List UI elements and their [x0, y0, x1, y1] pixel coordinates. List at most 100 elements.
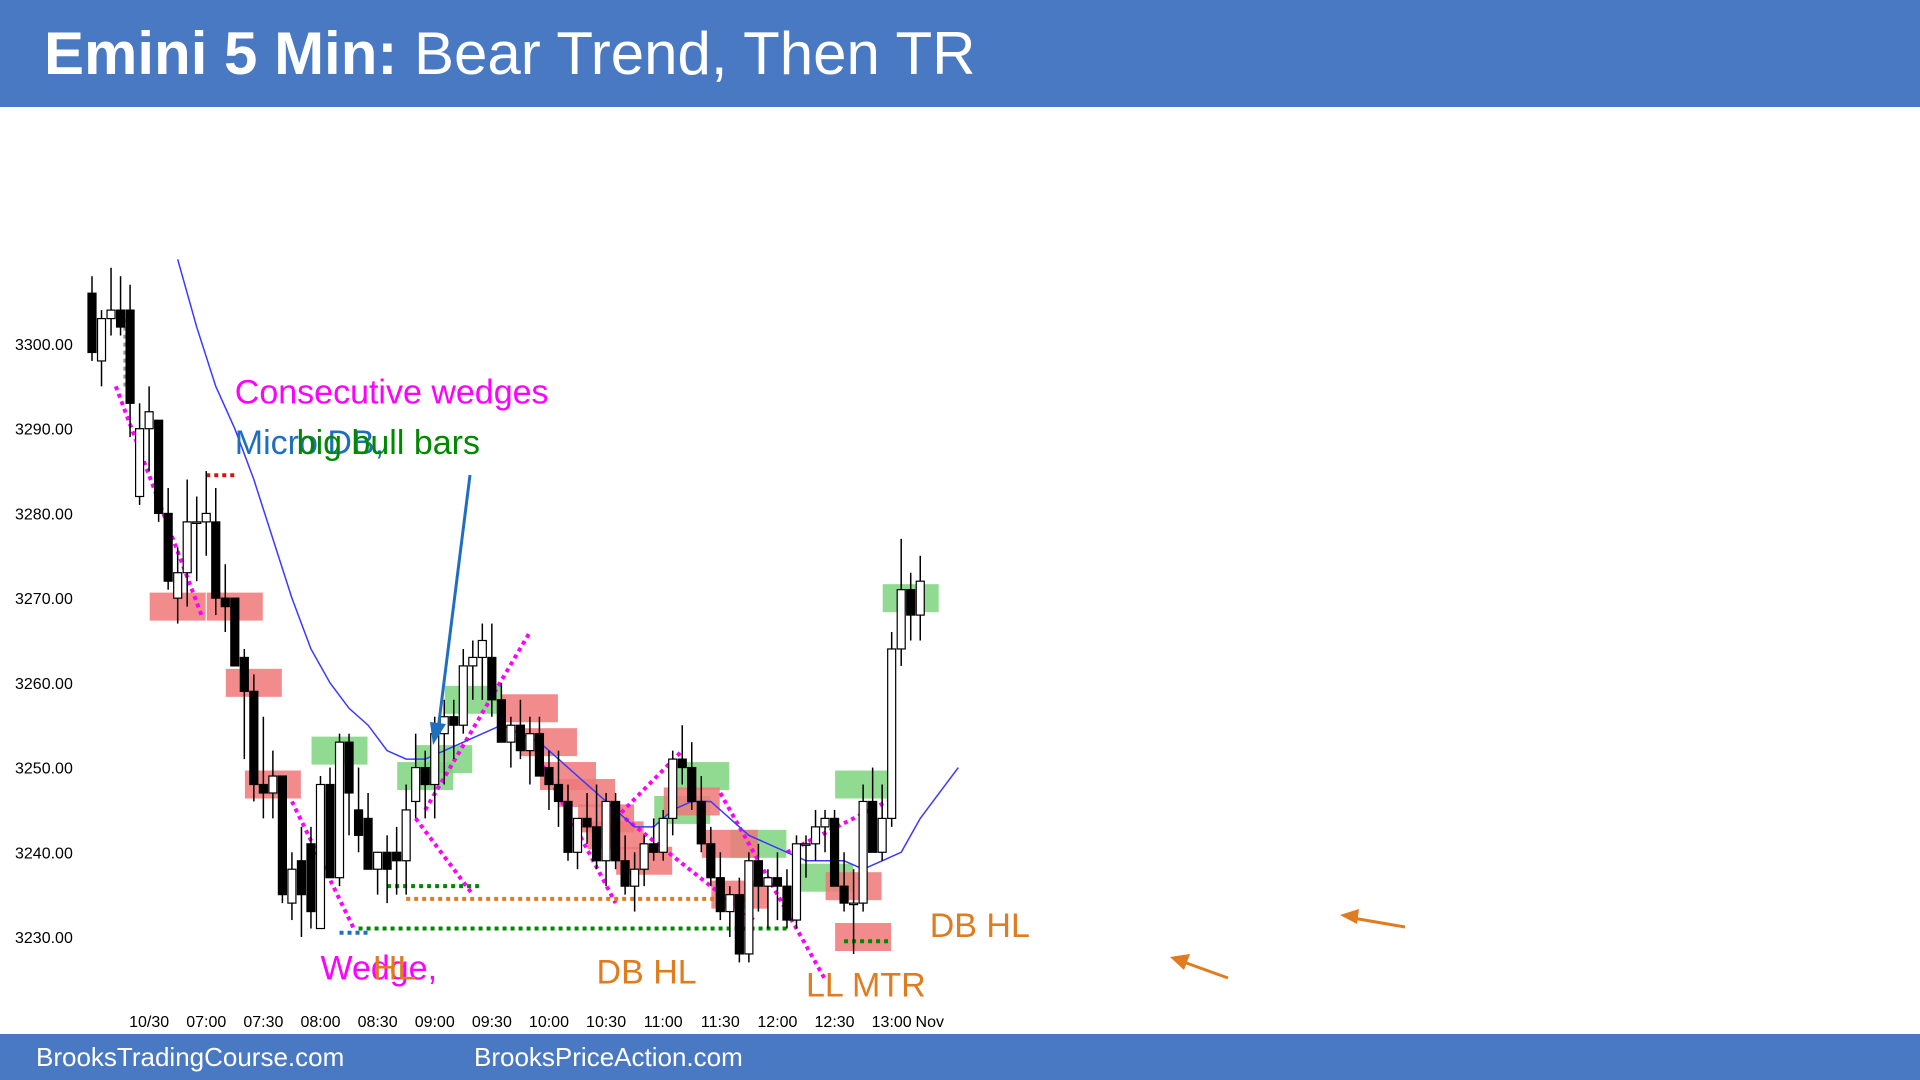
y-tick-label-1: 3240.00	[15, 845, 73, 862]
candle-body-77	[820, 817, 830, 828]
x-tick-label-1: 07:00	[186, 1014, 226, 1031]
candle-body-53	[591, 826, 602, 862]
candle-body-74	[791, 843, 802, 921]
candle-body-65	[706, 843, 716, 879]
y-tick-label-2: 3250.00	[15, 761, 73, 778]
candlestick-chart: 3230.00 3240.00 3250.00 3260.00 3270.00 3280.…	[15, 259, 1406, 1031]
candle-body-16	[239, 656, 249, 692]
candle-body-81	[858, 800, 868, 904]
candle-body-23	[306, 843, 316, 913]
candle-body-87	[915, 580, 925, 616]
candle-body-40	[468, 656, 478, 667]
candle-body-82	[868, 800, 878, 853]
candle-body-68	[734, 894, 744, 955]
candle-body-26	[334, 741, 345, 879]
candle-body-75	[801, 843, 811, 846]
candle-body-42	[487, 656, 497, 701]
candle-body-10	[182, 521, 192, 574]
dotted-line-2	[414, 817, 475, 896]
x-tick-label-5: 09:00	[415, 1014, 455, 1031]
candle-body-67	[725, 894, 735, 913]
candle-body-15	[230, 597, 240, 667]
candle-body-76	[810, 826, 821, 845]
candle-body-11	[192, 521, 202, 525]
candle-body-39	[458, 665, 468, 726]
candle-body-7	[154, 419, 164, 515]
candle-body-51	[572, 817, 583, 853]
candle-body-27	[344, 741, 354, 794]
candle-body-78	[829, 817, 840, 887]
candle-body-56	[620, 860, 630, 887]
candle-body-12	[201, 512, 211, 523]
candle-body-61	[668, 758, 678, 819]
annotation-2: big bull bars	[297, 424, 480, 462]
annotation-1: Micro DB,	[235, 424, 384, 462]
candle-body-58	[639, 843, 649, 870]
title-rest: Bear Trend, Then TR	[397, 20, 976, 87]
footer-left-link[interactable]: BrooksTradingCourse.com	[36, 1042, 345, 1072]
x-tick-label-12: 12:30	[815, 1014, 855, 1031]
x-tick-label-6: 09:30	[472, 1014, 512, 1031]
candle-body-35	[420, 766, 430, 786]
ema-line	[176, 259, 959, 871]
footer-right-link[interactable]: BrooksPriceAction.com	[474, 1042, 743, 1072]
candle-body-84	[887, 648, 897, 820]
x-tick-label-8: 10:30	[586, 1014, 626, 1031]
candle-body-6	[144, 411, 154, 430]
candle-body-59	[649, 843, 659, 853]
candle-body-29	[363, 817, 373, 870]
candle-body-47	[534, 733, 545, 777]
annotation-5: DB HL	[597, 954, 697, 992]
candle-body-14	[220, 597, 230, 608]
candle-body-54	[601, 800, 611, 862]
candle-body-17	[249, 690, 259, 786]
annotation-7: DB HL	[930, 907, 1030, 945]
y-tick-label-3: 3260.00	[15, 676, 73, 693]
candle-body-5	[135, 428, 145, 498]
x-tick-label-14: Nov	[916, 1014, 944, 1031]
candle-body-80	[848, 902, 859, 906]
y-tick-label-6: 3290.00	[15, 422, 73, 439]
x-tick-label-0: 10/30	[129, 1014, 169, 1031]
candle-body-66	[715, 877, 725, 913]
x-tick-label-4: 08:30	[358, 1014, 398, 1031]
candle-body-83	[877, 817, 887, 853]
candle-body-73	[782, 885, 792, 921]
ll-mtr-arrow-head	[1170, 954, 1190, 970]
x-tick-label-9: 11:00	[644, 1014, 683, 1031]
candle-body-8	[163, 512, 173, 582]
candle-body-2	[106, 309, 116, 320]
annotation-4: HL	[373, 949, 416, 987]
title-bar: Emini 5 Min: Bear Trend, Then TR	[0, 0, 1920, 107]
x-tick-label-11: 12:00	[757, 1014, 797, 1031]
candle-body-18	[258, 783, 268, 794]
y-tick-label-7: 3300.00	[15, 337, 73, 354]
candle-body-21	[287, 868, 297, 904]
candle-body-20	[277, 775, 287, 896]
x-tick-label-3: 08:00	[300, 1014, 340, 1031]
candle-body-57	[630, 868, 640, 887]
candle-body-1	[96, 317, 107, 362]
candle-body-48	[544, 766, 554, 786]
candle-body-72	[772, 877, 783, 887]
candle-body-3	[115, 309, 126, 328]
candle-body-33	[401, 809, 411, 862]
candle-body-71	[763, 877, 773, 887]
micro-db-arrow-head	[430, 722, 446, 745]
candle-body-30	[373, 851, 383, 870]
candle-body-85	[896, 589, 906, 650]
bear-zone-15	[835, 923, 892, 951]
annotation-6: LL MTR	[806, 966, 926, 1004]
candle-body-79	[839, 885, 849, 904]
y-tick-label-4: 3270.00	[15, 591, 73, 608]
annotation-3: Wedge,	[320, 949, 437, 987]
candle-body-63	[687, 766, 697, 803]
candle-body-31	[382, 851, 392, 870]
candle-body-9	[173, 572, 183, 599]
candle-body-52	[582, 817, 592, 828]
candle-body-44	[506, 724, 516, 743]
db-hl-arrow-head	[1340, 909, 1359, 924]
micro-db-arrow-shaft	[436, 474, 472, 731]
y-tick-label-0: 3230.00	[15, 930, 73, 947]
candle-body-32	[392, 851, 402, 862]
